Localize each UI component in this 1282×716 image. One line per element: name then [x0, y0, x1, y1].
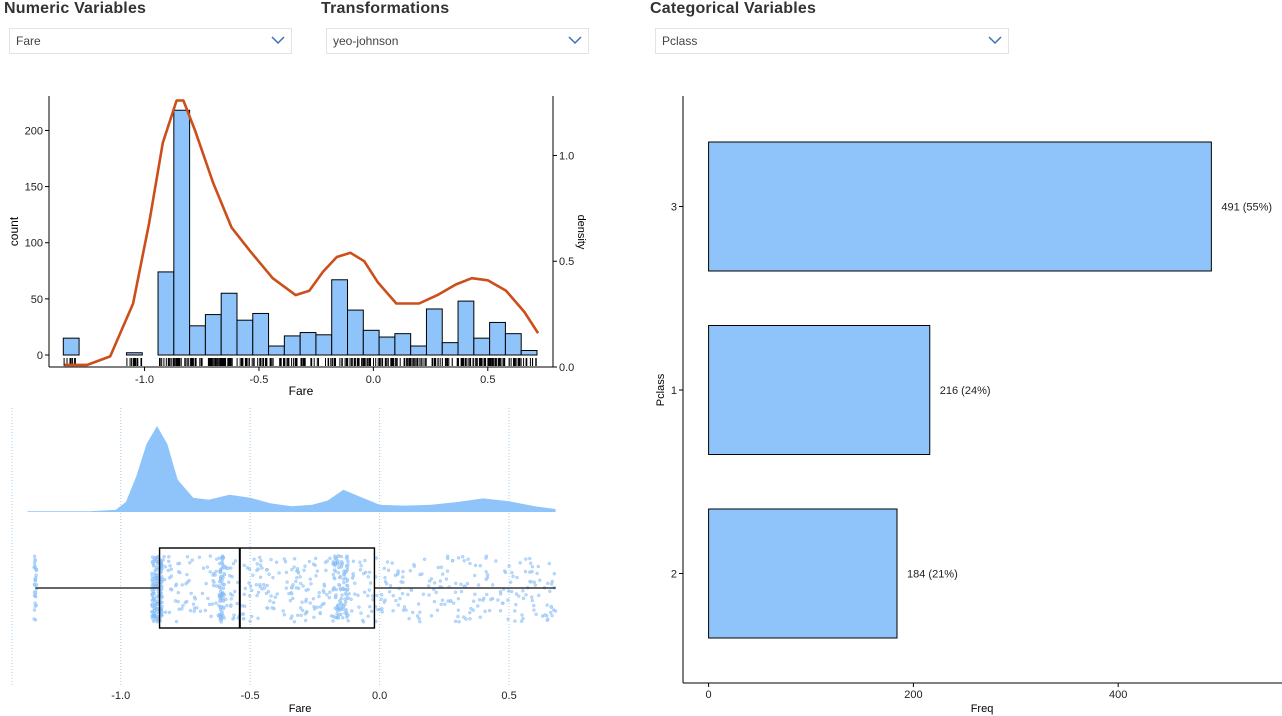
numeric-variables-dropdown[interactable]: Fare — [9, 28, 292, 54]
pclass-bar-chart: 491 (55%) 3 216 (24%) 1 184 (21%) 2 0 200 400 Fre… — [655, 96, 1282, 715]
chevron-down-icon[interactable] — [271, 33, 285, 47]
histogram-bar — [362, 329, 380, 356]
histogram-bar — [441, 342, 459, 356]
histogram-bar — [425, 308, 443, 356]
x-tick-label: -0.5 — [241, 690, 260, 702]
y2-tick-label: 1.0 — [559, 150, 574, 162]
density-line — [64, 99, 540, 367]
histogram-bar — [410, 345, 427, 356]
histogram-bar — [173, 109, 191, 356]
x-tick-label: -1.0 — [135, 374, 154, 386]
histogram-bar — [62, 337, 80, 356]
y-axis-title: count — [7, 216, 21, 246]
categorical-variables-title: Categorical Variables — [650, 0, 817, 17]
histogram-bar — [283, 335, 301, 356]
histogram-bar — [394, 333, 412, 356]
y-tick-label: 0 — [37, 350, 43, 362]
histogram-bar — [236, 319, 254, 356]
x-tick-label: -1.0 — [111, 690, 130, 702]
x-tick-label: 0 — [706, 689, 712, 701]
y2-axis-title: density — [575, 215, 587, 250]
jitter-points — [32, 554, 558, 624]
x-tick-label: 0.0 — [372, 690, 387, 702]
histogram-bar — [520, 350, 538, 356]
y2-tick-label: 0.5 — [559, 256, 574, 268]
data-label: 491 (55%) — [1221, 202, 1272, 214]
histogram-bar — [457, 300, 475, 356]
y-tick-label: 1 — [671, 385, 677, 397]
x-tick-label: 0.0 — [366, 374, 381, 386]
bar — [708, 141, 1212, 272]
y-tick-label: 150 — [25, 182, 43, 194]
histogram-bar — [204, 314, 222, 356]
box — [158, 547, 376, 629]
histogram-bar — [315, 334, 333, 356]
histogram-bar — [378, 336, 396, 356]
histogram-bar — [189, 325, 206, 356]
transformations-title: Transformations — [321, 0, 450, 17]
rug-marks — [63, 358, 537, 366]
x-tick-label: -0.5 — [249, 374, 268, 386]
raincloud-chart: -1.0 -0.5 0.0 0.5 Fare — [11, 408, 558, 715]
data-label: 216 (24%) — [940, 385, 991, 397]
histogram-bar — [504, 333, 522, 356]
transformations-selected: yeo-johnson — [333, 34, 399, 48]
data-label: 184 (21%) — [907, 569, 958, 581]
histogram-bar — [220, 292, 238, 356]
density-area — [27, 426, 556, 512]
y-tick-label: 200 — [25, 125, 43, 137]
y-tick-label: 3 — [671, 202, 677, 214]
histogram-bar — [489, 321, 506, 356]
y-axis-title: Pclass — [655, 373, 667, 406]
y-tick-label: 100 — [25, 238, 43, 250]
x-tick-label: 400 — [1109, 689, 1127, 701]
x-axis-title: Fare — [289, 703, 312, 715]
x-tick-label: 0.5 — [501, 690, 516, 702]
histogram-bar — [347, 309, 364, 356]
x-axis-title: Freq — [971, 703, 994, 715]
histogram-chart: 0 50 100 150 200 0.0 0.5 1.0 -1.0 -0.5 0.0 0.5 Fare c… — [7, 96, 587, 398]
x-axis-title: Fare — [289, 384, 314, 398]
histogram-bar — [252, 312, 270, 356]
x-tick-label: 200 — [904, 689, 922, 701]
bar — [708, 508, 898, 639]
chevron-down-icon[interactable] — [988, 33, 1002, 47]
y-tick-label: 2 — [671, 569, 677, 581]
y-tick-label: 50 — [31, 294, 43, 306]
chevron-down-icon[interactable] — [568, 33, 582, 47]
y2-tick-label: 0.0 — [559, 362, 574, 374]
categorical-variables-dropdown[interactable]: Pclass — [655, 28, 1009, 54]
x-tick-label: 0.5 — [480, 374, 495, 386]
categorical-variables-selected: Pclass — [662, 34, 698, 48]
histogram-bar — [299, 332, 317, 356]
histogram-bar — [331, 279, 349, 356]
histogram-bar — [125, 352, 143, 356]
numeric-variables-selected: Fare — [16, 34, 41, 48]
histogram-bar — [157, 271, 175, 356]
histogram-bar — [473, 337, 491, 356]
histogram-bar — [268, 345, 285, 356]
transformations-dropdown[interactable]: yeo-johnson — [326, 28, 589, 54]
bar — [708, 325, 931, 455]
numeric-variables-title: Numeric Variables — [4, 0, 147, 17]
